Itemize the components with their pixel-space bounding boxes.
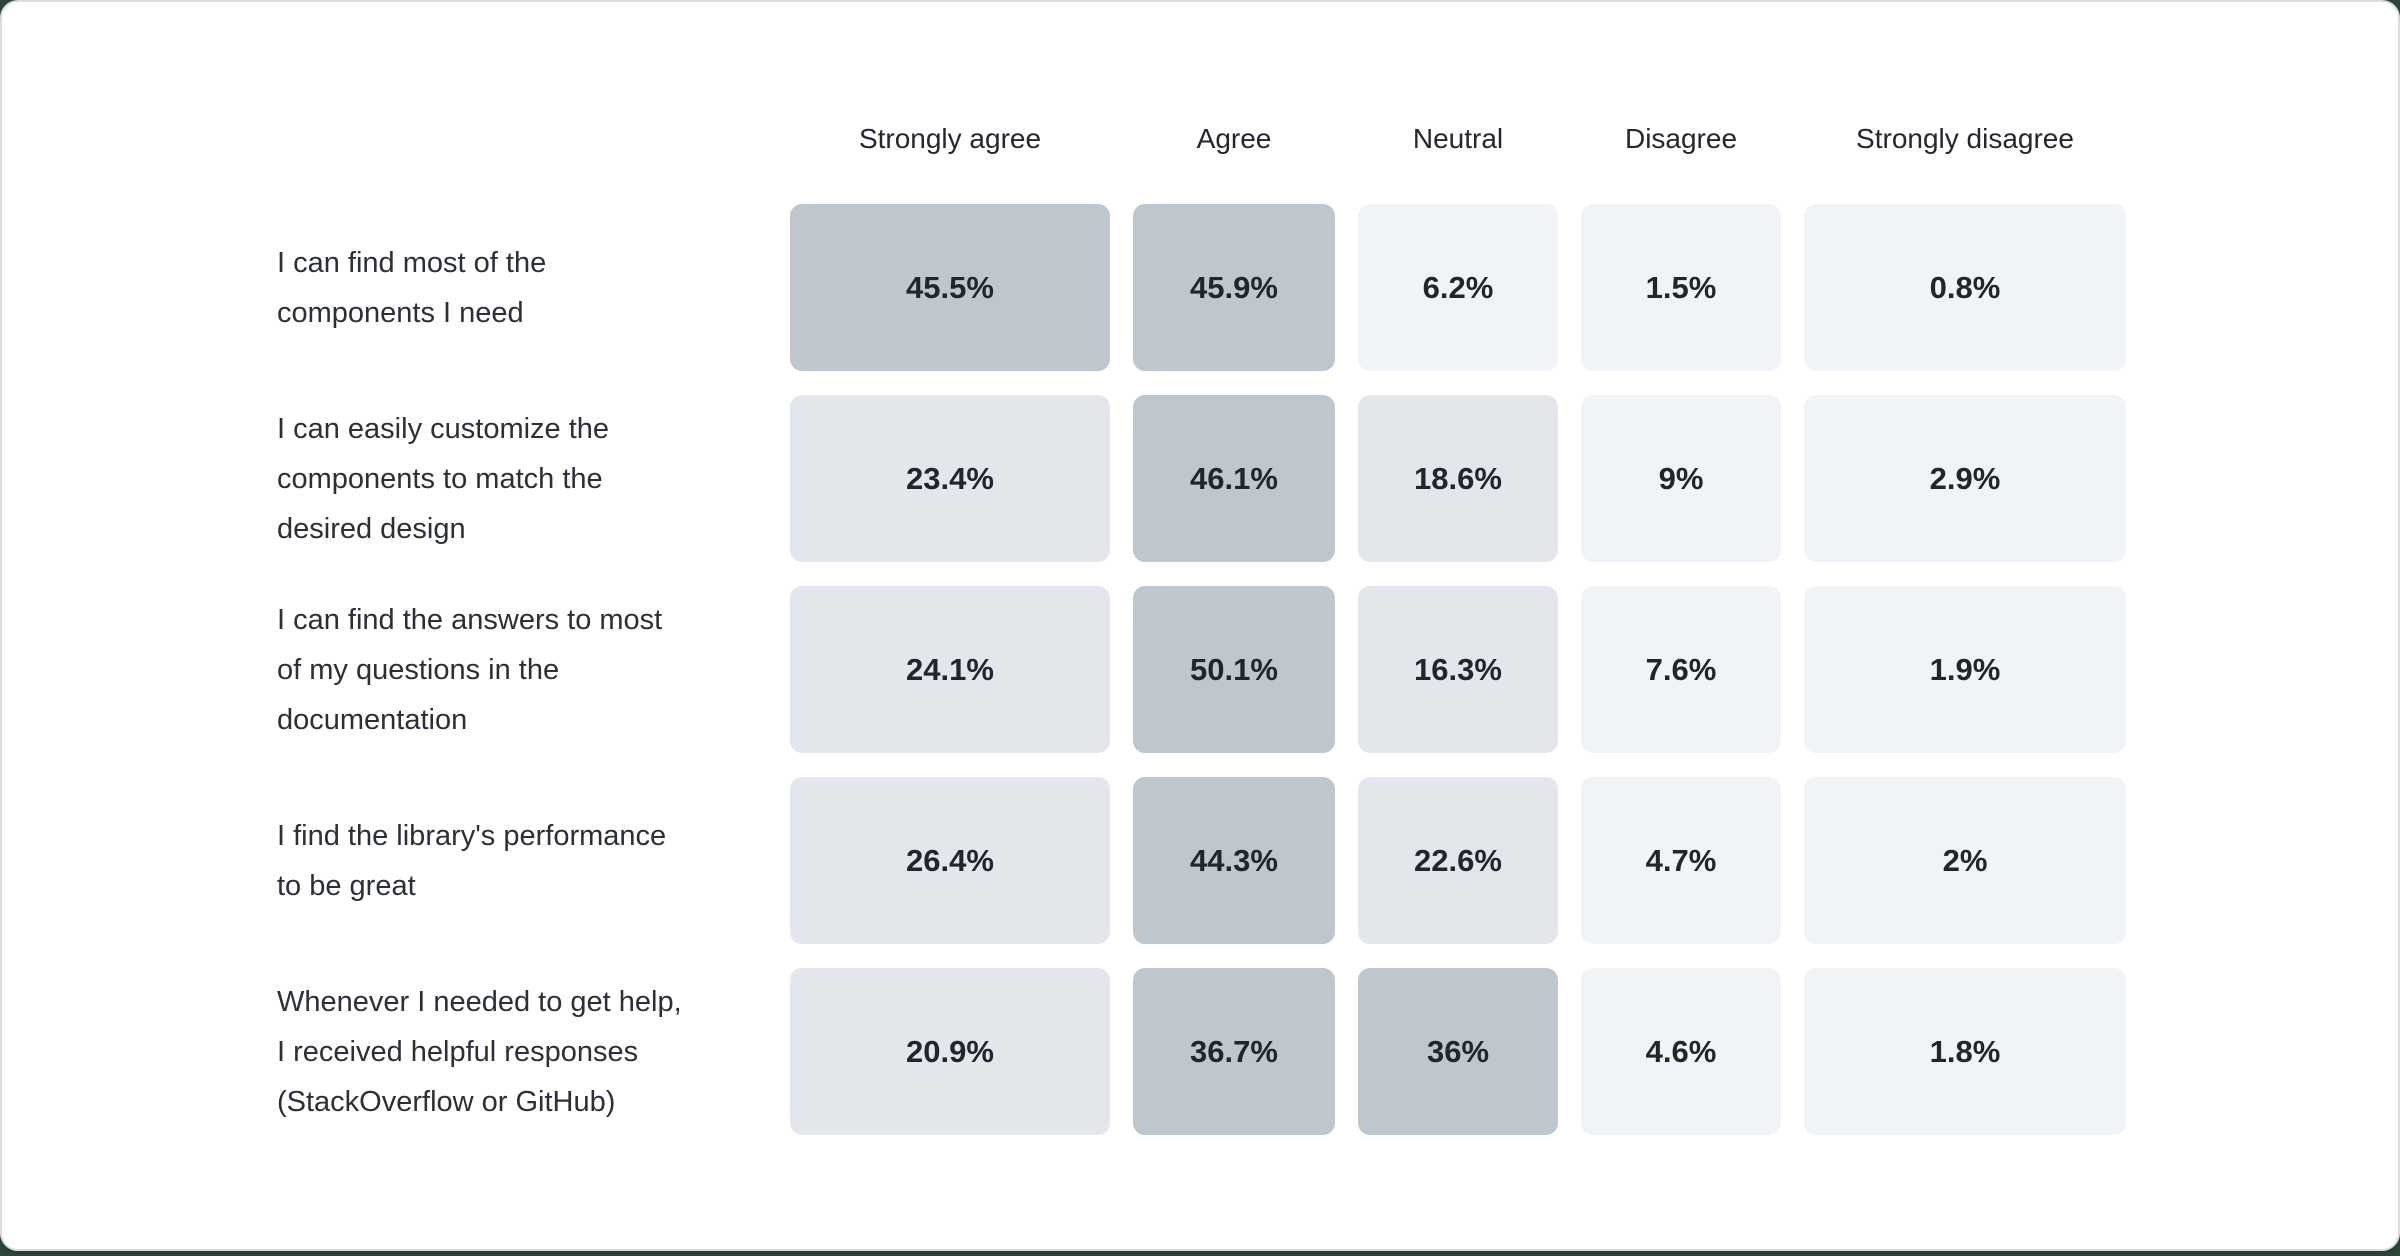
heat-cell: 26.4% <box>790 777 1110 944</box>
heat-cell: 45.5% <box>790 204 1110 371</box>
header-corner-spacer <box>277 98 767 180</box>
heat-cell: 2.9% <box>1804 395 2126 562</box>
heat-cell: 50.1% <box>1133 586 1335 753</box>
heat-cell: 20.9% <box>790 968 1110 1135</box>
column-header-strongly-agree: Strongly agree <box>858 123 1042 154</box>
column-header-strongly-disagree: Strongly disagree <box>1856 123 2074 154</box>
heat-cell: 23.4% <box>790 395 1110 562</box>
column-header-neutral: Neutral <box>1412 123 1504 154</box>
heat-cell: 46.1% <box>1133 395 1335 562</box>
heat-cell: 22.6% <box>1358 777 1558 944</box>
heat-cell: 1.5% <box>1581 204 1781 371</box>
heat-cell: 6.2% <box>1358 204 1558 371</box>
heat-cell: 9% <box>1581 395 1781 562</box>
heat-cell: 36% <box>1358 968 1558 1135</box>
heat-cell: 4.6% <box>1581 968 1781 1135</box>
heat-cell: 36.7% <box>1133 968 1335 1135</box>
row-label-library-performance: I find the library's performance to be g… <box>277 819 667 902</box>
heat-cell: 16.3% <box>1358 586 1558 753</box>
heat-cell: 44.3% <box>1133 777 1335 944</box>
column-header-disagree: Disagree <box>1624 123 1738 154</box>
row-label-helpful-responses: Whenever I needed to get help, I receive… <box>277 985 682 1118</box>
survey-heatmap-table: Strongly agree Agree Neutral Disagree St… <box>277 98 2126 1135</box>
row-label-answers-in-docs: I can find the answers to most of my que… <box>277 603 663 736</box>
heat-cell: 2% <box>1804 777 2126 944</box>
heat-cell: 1.8% <box>1804 968 2126 1135</box>
heat-cell: 45.9% <box>1133 204 1335 371</box>
heat-cell: 1.9% <box>1804 586 2126 753</box>
row-label-customize-components: I can easily customize the components to… <box>277 412 610 545</box>
row-label-find-components: I can find most of the components I need <box>277 246 547 329</box>
column-header-agree: Agree <box>1196 123 1272 154</box>
heat-cell: 7.6% <box>1581 586 1781 753</box>
heat-cell: 0.8% <box>1804 204 2126 371</box>
heat-cell: 18.6% <box>1358 395 1558 562</box>
heat-cell: 4.7% <box>1581 777 1781 944</box>
heat-cell: 24.1% <box>790 586 1110 753</box>
